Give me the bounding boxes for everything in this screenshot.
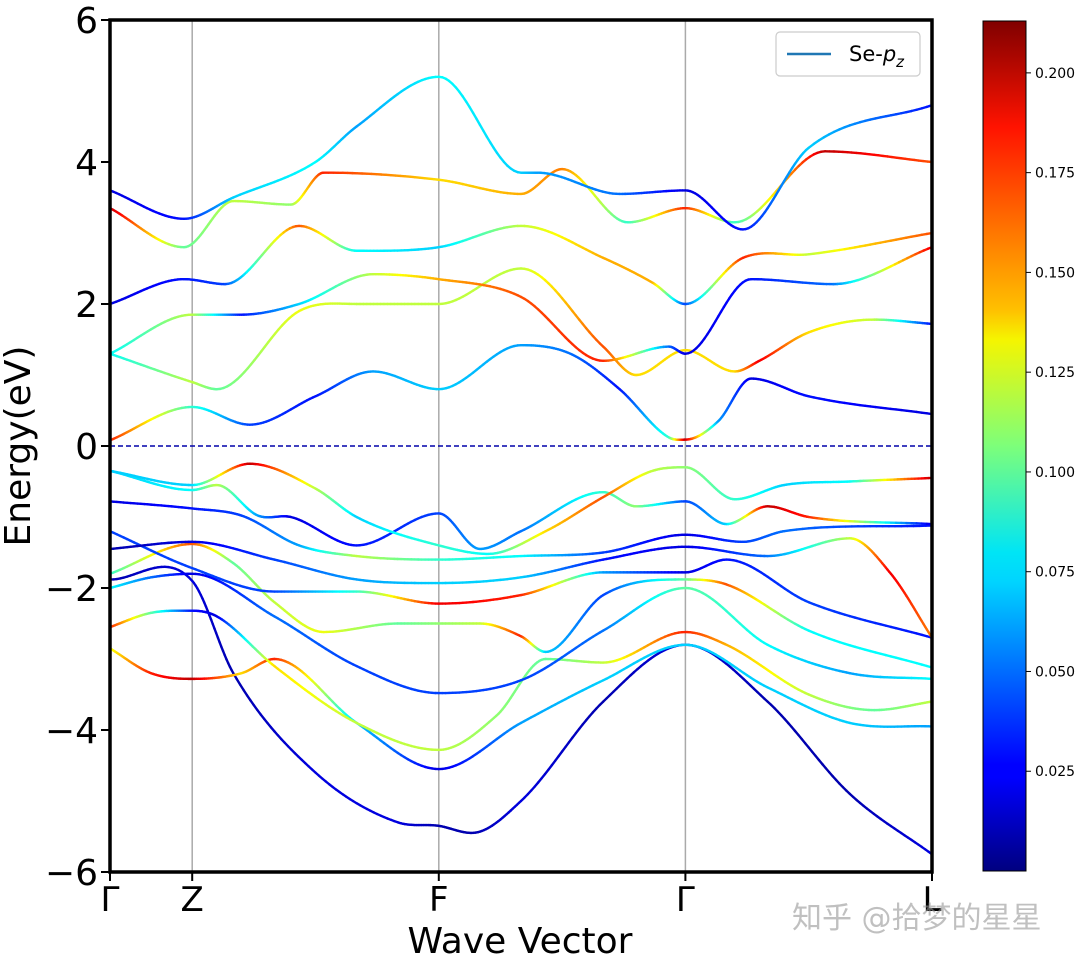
y-axis-label: Energy(eV) bbox=[0, 346, 39, 547]
colorbar bbox=[983, 21, 1026, 871]
colorbar-frame bbox=[982, 20, 1027, 872]
colorbar-tick-label: 0.050 bbox=[1035, 664, 1075, 680]
colorbar-tick-label: 0.200 bbox=[1035, 66, 1075, 82]
legend-label-subscript: z bbox=[895, 53, 905, 71]
y-tick-label: −6 bbox=[45, 853, 98, 894]
x-axis-label: Wave Vector bbox=[408, 921, 633, 960]
y-tick-label: 2 bbox=[75, 285, 98, 326]
colorbar-ticks: 0.025 0.050 0.075 0.100 0.125 0.150 0.175 0.200 bbox=[1026, 66, 1075, 780]
legend-label-orbital: p bbox=[882, 42, 896, 66]
x-tick-label: F bbox=[429, 880, 449, 920]
band-11 bbox=[110, 343, 932, 442]
band-lines bbox=[110, 75, 932, 856]
y-tick-label: 0 bbox=[75, 427, 98, 468]
y-axis-ticks: −6 −4 −2 0 2 4 6 bbox=[45, 1, 110, 894]
x-tick-label: L bbox=[923, 880, 942, 920]
colorbar-tick-label: 0.075 bbox=[1035, 565, 1075, 581]
band-9 bbox=[110, 469, 932, 551]
band-5 bbox=[110, 542, 932, 669]
y-tick-label: 4 bbox=[75, 143, 98, 184]
legend-label-element: Se- bbox=[849, 42, 883, 66]
y-tick-label: −4 bbox=[45, 711, 98, 752]
band-10 bbox=[110, 462, 932, 556]
legend: Se-pz bbox=[775, 31, 921, 77]
y-tick-label: −2 bbox=[45, 569, 98, 610]
band-13 bbox=[110, 245, 932, 362]
band-4 bbox=[110, 572, 932, 695]
band-8 bbox=[110, 500, 932, 561]
watermark: 知乎 @拾梦的星星 bbox=[792, 901, 1042, 936]
legend-label: Se-pz bbox=[849, 42, 905, 71]
band-15 bbox=[110, 150, 932, 249]
x-tick-label: Γ bbox=[101, 880, 120, 920]
legend-box bbox=[775, 31, 921, 77]
y-tick-label: 6 bbox=[75, 1, 98, 42]
band-12 bbox=[110, 267, 932, 391]
colorbar-tick-label: 0.150 bbox=[1035, 265, 1075, 281]
band-3 bbox=[110, 609, 932, 752]
colorbar-tick-label: 0.175 bbox=[1035, 166, 1075, 182]
x-tick-label: Z bbox=[181, 880, 204, 920]
colorbar-tick-label: 0.100 bbox=[1035, 465, 1075, 481]
band-14 bbox=[110, 224, 932, 306]
colorbar-tick-label: 0.125 bbox=[1035, 365, 1075, 381]
band-16 bbox=[110, 75, 932, 231]
band-1 bbox=[110, 565, 932, 856]
x-tick-label: Γ bbox=[676, 880, 695, 920]
colorbar-tick-label: 0.025 bbox=[1035, 764, 1075, 780]
